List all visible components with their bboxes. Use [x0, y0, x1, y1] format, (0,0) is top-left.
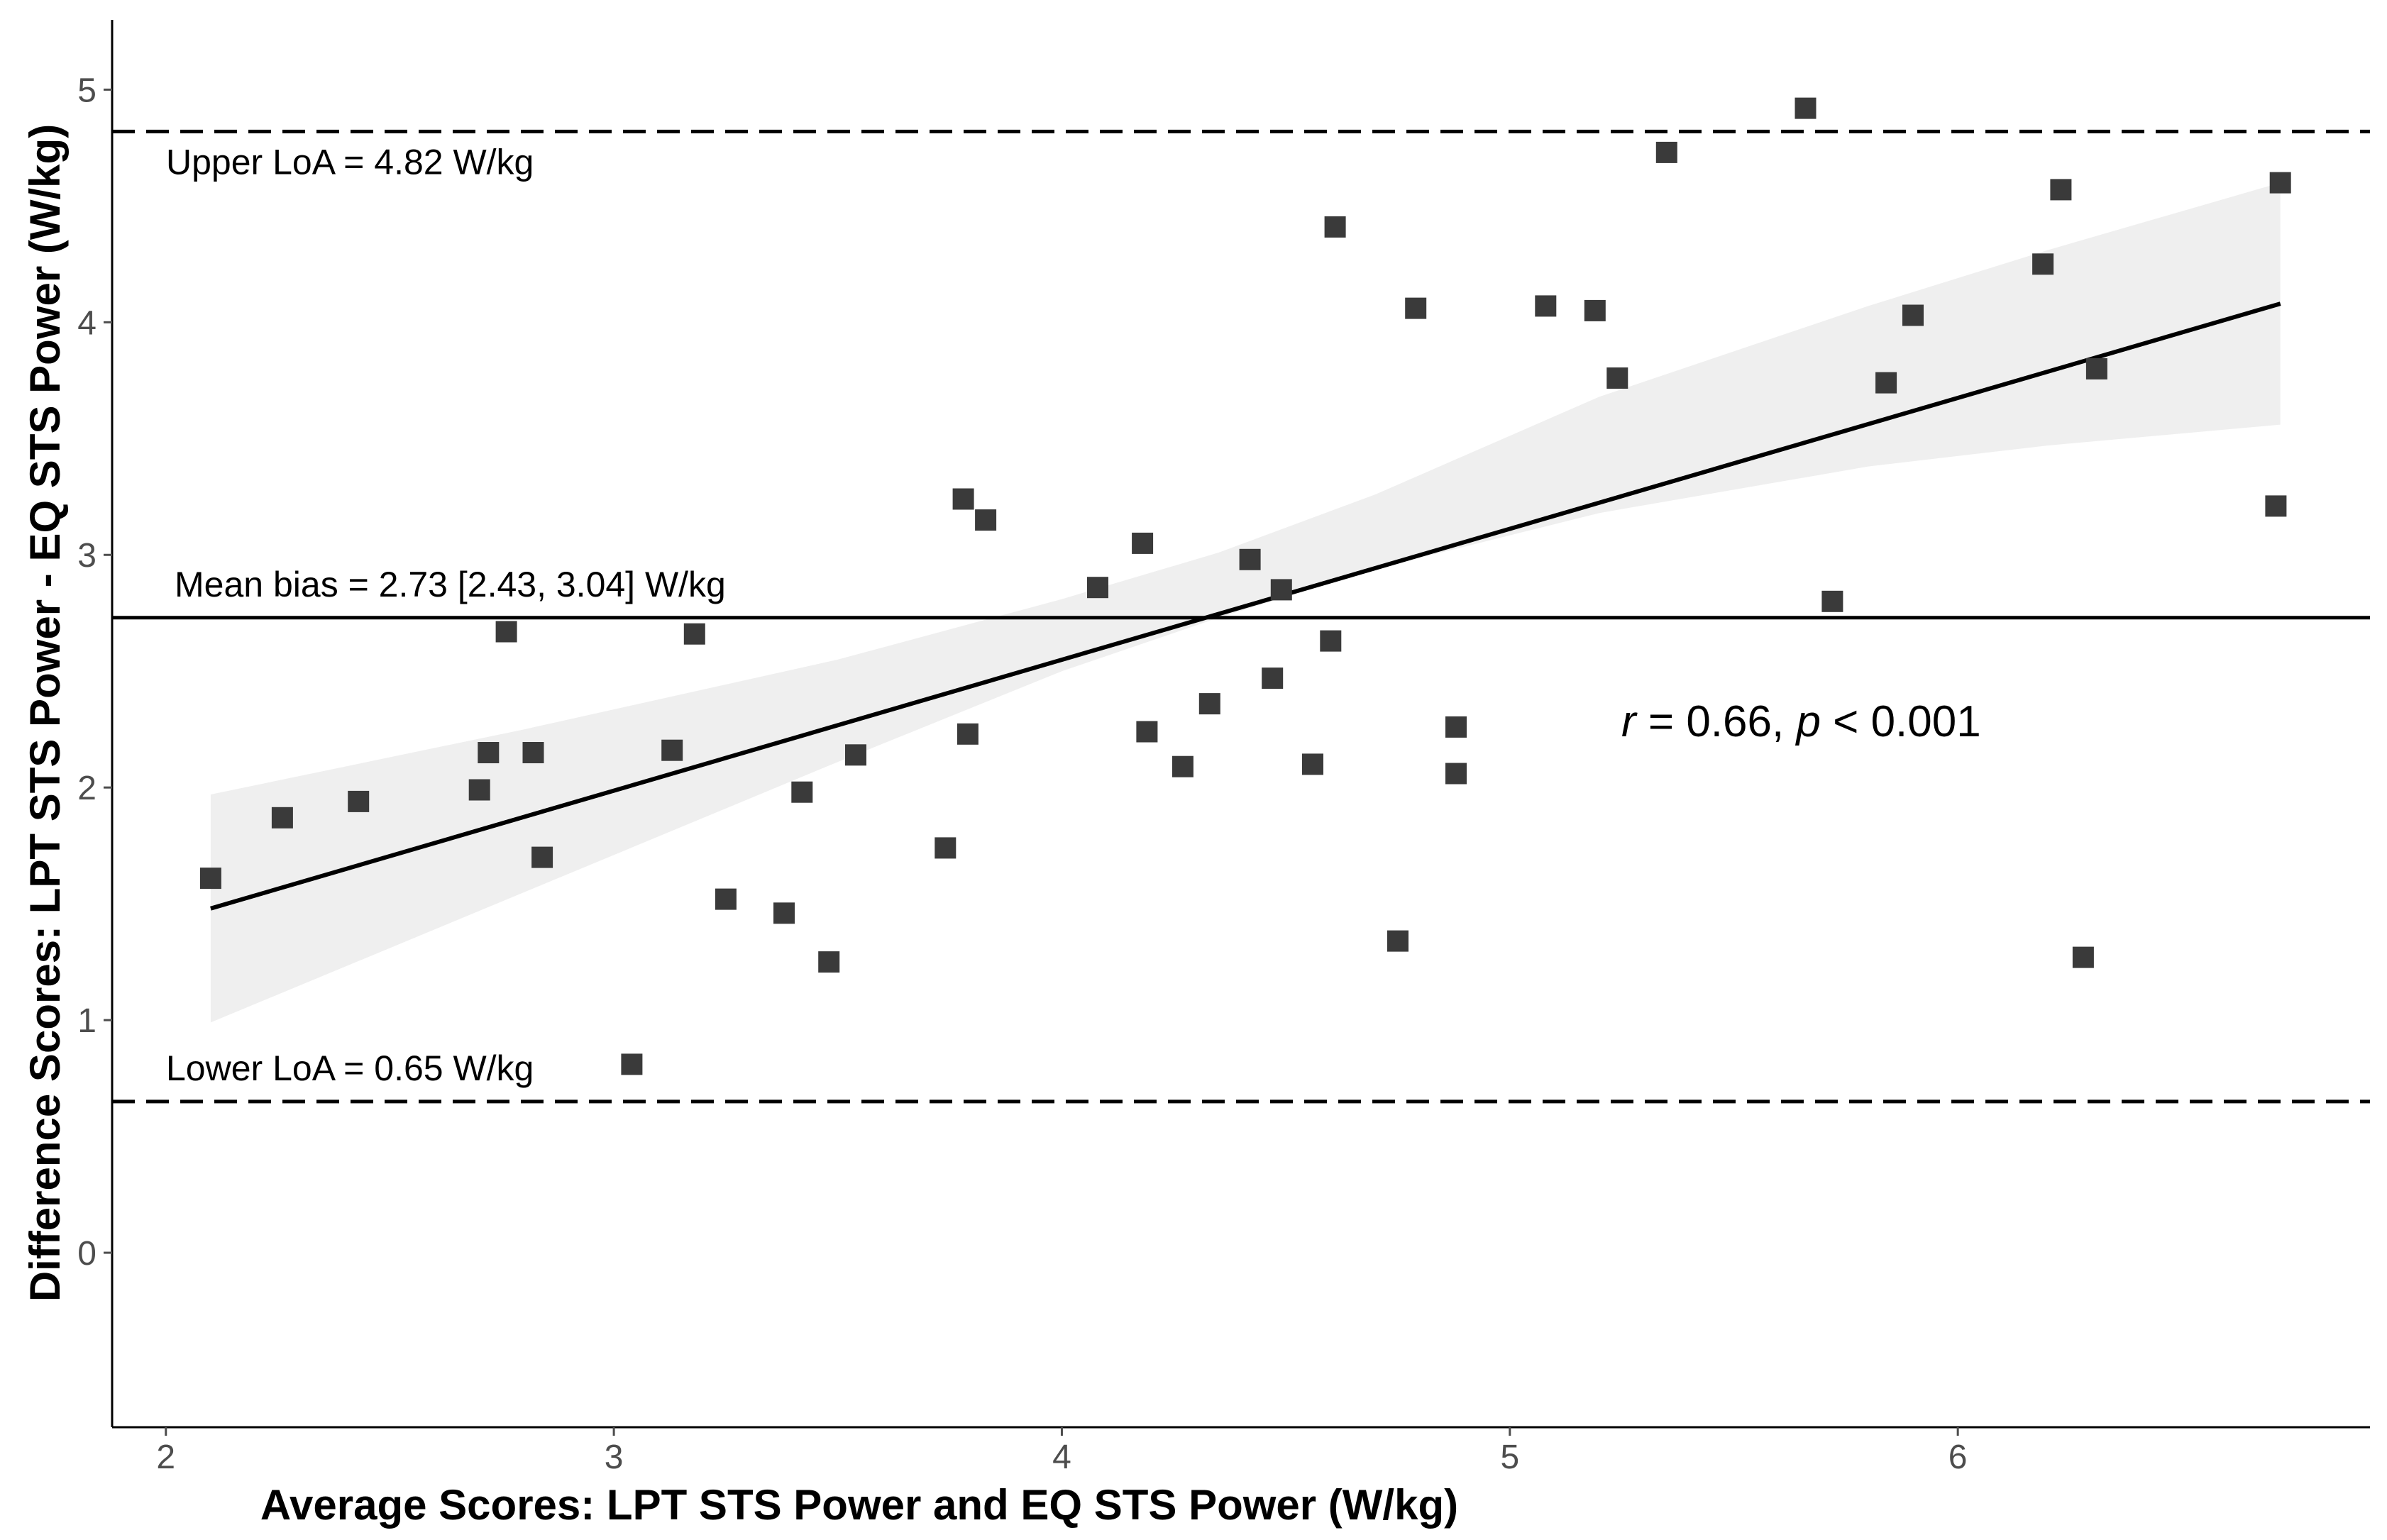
annotations-layer: Upper LoA = 4.82 W/kg Mean bias = 2.73 [2…	[166, 142, 726, 1087]
data-point-43	[1902, 304, 1924, 326]
regression-layer	[210, 301, 2281, 911]
data-point-39	[1655, 141, 1677, 163]
data-point-14	[791, 781, 813, 803]
x-tick-label-4: 4	[1052, 1439, 1071, 1476]
x-tick-label-5: 5	[1500, 1439, 1519, 1476]
lower-loa-label: Lower LoA = 0.65 W/kg	[166, 1048, 534, 1088]
data-point-40	[1795, 97, 1817, 119]
y-tick-label-2: 2	[77, 770, 97, 807]
data-point-10	[661, 739, 683, 761]
y-tick-label-5: 5	[77, 72, 97, 109]
data-point-29	[1302, 753, 1323, 775]
x-tick-label-6: 6	[1948, 1439, 1968, 1476]
confidence-band	[210, 182, 2281, 1023]
data-point-2	[271, 807, 293, 829]
reference-lines-layer	[112, 129, 2370, 1104]
data-point-21	[1087, 577, 1108, 599]
data-point-24	[1172, 755, 1194, 777]
data-point-23	[1136, 721, 1158, 743]
data-point-48	[2265, 495, 2287, 517]
x-tick-label-3: 3	[605, 1439, 624, 1476]
regression-line	[210, 301, 2281, 911]
data-point-5	[478, 742, 500, 763]
correlation-annotation: r = 0.66, p < 0.001	[1621, 697, 1981, 746]
x-tick-label-2: 2	[156, 1439, 175, 1476]
correlation-r-value: = 0.66,	[1636, 697, 1797, 746]
axes-layer	[111, 20, 2370, 1429]
correlation-r-symbol: r	[1621, 697, 1638, 746]
data-point-13	[773, 902, 795, 924]
correlation-p-symbol: p	[1795, 697, 1820, 746]
x-axis-title: Average Scores: LPT STS Power and EQ STS…	[260, 1481, 1458, 1529]
data-point-6	[495, 621, 517, 643]
data-point-31	[1324, 216, 1346, 238]
data-point-26	[1239, 548, 1261, 570]
data-point-17	[935, 837, 957, 859]
data-point-8	[531, 846, 553, 868]
data-point-11	[683, 623, 705, 645]
data-point-45	[2050, 179, 2072, 201]
data-point-22	[1132, 532, 1154, 554]
y-tick-label-4: 4	[77, 304, 97, 342]
ticks-layer: 2 3 4 5 6 0 1 2 3 4 5	[77, 72, 1967, 1476]
mean-bias-label: Mean bias = 2.73 [2.43, 3.04] W/kg	[175, 565, 726, 604]
data-point-19	[957, 723, 978, 745]
data-point-44	[2032, 253, 2054, 275]
data-point-34	[1445, 716, 1467, 738]
data-point-18	[952, 488, 974, 510]
data-point-47	[2085, 358, 2107, 380]
data-point-4	[468, 779, 490, 801]
y-axis-title: Difference Scores: LPT STS Power - EQ ST…	[21, 124, 69, 1302]
correlation-p-value: < 0.001	[1821, 697, 1981, 746]
data-point-35	[1445, 763, 1467, 785]
data-point-30	[1320, 630, 1342, 652]
data-point-46	[2072, 946, 2094, 968]
data-point-15	[818, 951, 840, 973]
data-point-25	[1198, 693, 1220, 715]
data-point-42	[1875, 372, 1897, 394]
y-tick-label-1: 1	[77, 1002, 97, 1040]
data-point-12	[715, 888, 737, 910]
data-point-27	[1262, 667, 1284, 689]
y-tick-label-0: 0	[77, 1235, 97, 1273]
data-points-layer	[199, 97, 2291, 1075]
data-point-16	[845, 744, 866, 766]
data-point-20	[975, 509, 997, 531]
data-point-33	[1405, 297, 1427, 319]
confidence-band-layer	[210, 182, 2281, 1023]
data-point-41	[1821, 590, 1843, 612]
data-point-38	[1606, 367, 1628, 389]
data-point-36	[1535, 295, 1557, 317]
data-point-37	[1584, 299, 1606, 321]
data-point-1	[199, 868, 221, 890]
data-point-7	[522, 742, 544, 763]
data-point-28	[1270, 579, 1292, 601]
data-point-49	[2269, 172, 2291, 194]
upper-loa-label: Upper LoA = 4.82 W/kg	[166, 142, 534, 182]
y-tick-label-3: 3	[77, 537, 97, 575]
data-point-32	[1387, 930, 1409, 952]
data-point-9	[621, 1053, 643, 1075]
data-point-3	[348, 790, 370, 812]
